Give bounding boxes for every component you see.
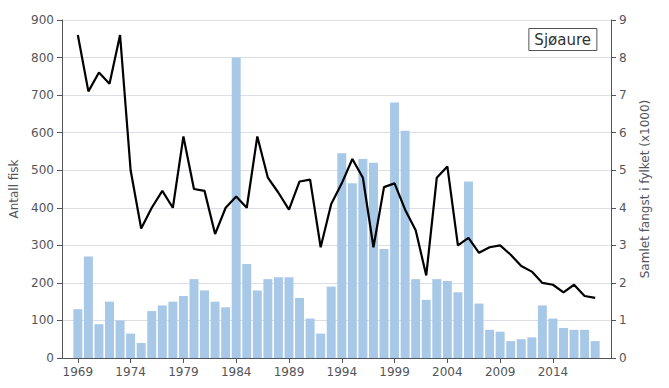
- svg-text:4: 4: [619, 201, 627, 215]
- svg-text:100: 100: [31, 313, 54, 327]
- svg-text:8: 8: [619, 51, 627, 65]
- svg-text:2014: 2014: [538, 365, 569, 379]
- svg-text:Antall fisk: Antall fisk: [7, 159, 21, 218]
- svg-text:2004: 2004: [432, 365, 463, 379]
- svg-text:0: 0: [46, 351, 54, 365]
- svg-text:500: 500: [31, 163, 54, 177]
- svg-text:5: 5: [619, 163, 627, 177]
- svg-text:600: 600: [31, 126, 54, 140]
- svg-text:Samlet fangst i fylket (x1000): Samlet fangst i fylket (x1000): [638, 100, 652, 279]
- svg-text:900: 900: [31, 13, 54, 27]
- svg-text:1994: 1994: [327, 365, 358, 379]
- svg-text:1969: 1969: [63, 365, 94, 379]
- svg-text:800: 800: [31, 51, 54, 65]
- svg-text:700: 700: [31, 88, 54, 102]
- svg-text:7: 7: [619, 88, 627, 102]
- svg-text:1: 1: [619, 313, 627, 327]
- svg-text:0: 0: [619, 351, 627, 365]
- svg-text:1999: 1999: [379, 365, 410, 379]
- svg-text:2009: 2009: [485, 365, 516, 379]
- svg-text:300: 300: [31, 238, 54, 252]
- svg-text:9: 9: [619, 13, 627, 27]
- svg-text:1989: 1989: [274, 365, 305, 379]
- svg-text:200: 200: [31, 276, 54, 290]
- svg-text:6: 6: [619, 126, 627, 140]
- svg-text:2: 2: [619, 276, 627, 290]
- svg-text:400: 400: [31, 201, 54, 215]
- svg-text:3: 3: [619, 238, 627, 252]
- svg-text:1979: 1979: [168, 365, 199, 379]
- svg-text:1974: 1974: [115, 365, 146, 379]
- svg-text:1984: 1984: [221, 365, 252, 379]
- svg-text:Sjøaure: Sjøaure: [534, 31, 591, 49]
